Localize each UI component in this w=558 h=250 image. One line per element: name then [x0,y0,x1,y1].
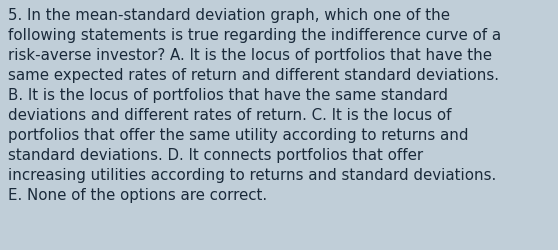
Text: 5. In the mean-standard deviation graph, which one of the
following statements i: 5. In the mean-standard deviation graph,… [8,8,501,202]
